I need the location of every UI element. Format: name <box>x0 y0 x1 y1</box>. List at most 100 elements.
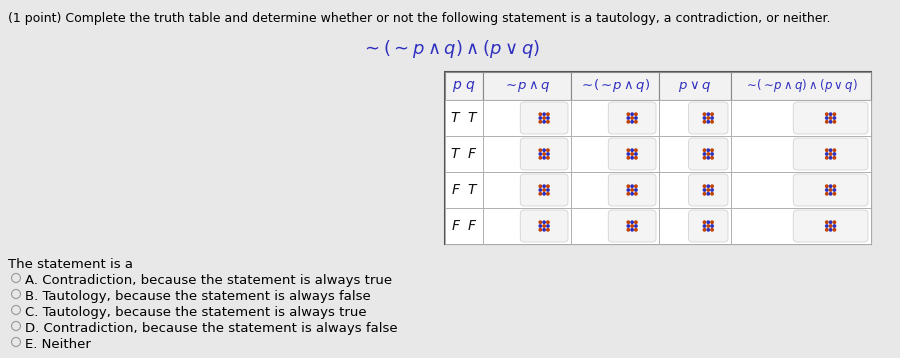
FancyBboxPatch shape <box>659 172 731 208</box>
Text: A. Contradiction, because the statement is always true: A. Contradiction, because the statement … <box>25 274 392 287</box>
Circle shape <box>543 156 545 159</box>
Circle shape <box>634 117 637 119</box>
Circle shape <box>627 189 629 191</box>
Circle shape <box>634 225 637 227</box>
FancyBboxPatch shape <box>608 174 656 206</box>
Circle shape <box>627 113 629 115</box>
Text: $\sim(\sim p \wedge q) \wedge (p \vee q)$: $\sim(\sim p \wedge q) \wedge (p \vee q)… <box>361 38 539 60</box>
Circle shape <box>543 193 545 195</box>
FancyBboxPatch shape <box>688 210 728 242</box>
Text: D. Contradiction, because the statement is always false: D. Contradiction, because the statement … <box>25 322 398 335</box>
Circle shape <box>627 117 629 119</box>
Circle shape <box>703 113 706 115</box>
Circle shape <box>707 221 709 223</box>
Circle shape <box>634 156 637 159</box>
FancyBboxPatch shape <box>520 174 568 206</box>
FancyBboxPatch shape <box>659 72 731 100</box>
Circle shape <box>631 221 634 223</box>
Circle shape <box>627 221 629 223</box>
Circle shape <box>830 113 832 115</box>
Circle shape <box>830 156 832 159</box>
Circle shape <box>707 229 709 231</box>
Circle shape <box>830 225 832 227</box>
Circle shape <box>627 229 629 231</box>
Circle shape <box>627 193 629 195</box>
FancyBboxPatch shape <box>659 100 731 136</box>
Text: The statement is a: The statement is a <box>8 258 133 271</box>
Text: $\mathit{T}$: $\mathit{T}$ <box>450 111 462 125</box>
Circle shape <box>543 189 545 191</box>
FancyBboxPatch shape <box>731 136 871 172</box>
FancyBboxPatch shape <box>483 172 571 208</box>
Circle shape <box>634 121 637 123</box>
Text: $p \vee q$: $p \vee q$ <box>679 78 712 93</box>
Circle shape <box>634 185 637 187</box>
Circle shape <box>539 113 542 115</box>
FancyBboxPatch shape <box>688 138 728 170</box>
Circle shape <box>707 113 709 115</box>
Circle shape <box>711 221 714 223</box>
Circle shape <box>707 185 709 187</box>
Circle shape <box>711 156 714 159</box>
Text: C. Tautology, because the statement is always true: C. Tautology, because the statement is a… <box>25 306 366 319</box>
Circle shape <box>703 193 706 195</box>
Circle shape <box>634 113 637 115</box>
FancyBboxPatch shape <box>483 208 571 244</box>
Circle shape <box>711 113 714 115</box>
Circle shape <box>634 221 637 223</box>
Circle shape <box>825 117 828 119</box>
Circle shape <box>711 153 714 155</box>
Circle shape <box>539 117 542 119</box>
Circle shape <box>634 149 637 151</box>
Circle shape <box>707 193 709 195</box>
Circle shape <box>703 221 706 223</box>
Circle shape <box>825 156 828 159</box>
Circle shape <box>711 149 714 151</box>
Circle shape <box>546 229 549 231</box>
Circle shape <box>825 149 828 151</box>
FancyBboxPatch shape <box>571 72 659 100</box>
Circle shape <box>631 193 634 195</box>
Circle shape <box>833 189 835 191</box>
Circle shape <box>711 229 714 231</box>
Circle shape <box>833 153 835 155</box>
Circle shape <box>539 153 542 155</box>
FancyBboxPatch shape <box>520 138 568 170</box>
Circle shape <box>546 193 549 195</box>
Circle shape <box>627 185 629 187</box>
Circle shape <box>546 117 549 119</box>
Circle shape <box>634 229 637 231</box>
Text: $\sim\!(\sim\!p \wedge q) \wedge (p \vee q)$: $\sim\!(\sim\!p \wedge q) \wedge (p \vee… <box>744 77 858 95</box>
Circle shape <box>833 121 835 123</box>
Circle shape <box>711 225 714 227</box>
Circle shape <box>539 221 542 223</box>
Circle shape <box>631 113 634 115</box>
Circle shape <box>546 185 549 187</box>
Circle shape <box>631 149 634 151</box>
Circle shape <box>631 153 634 155</box>
Circle shape <box>543 221 545 223</box>
Circle shape <box>833 185 835 187</box>
Circle shape <box>825 121 828 123</box>
Text: $\mathit{F}$: $\mathit{F}$ <box>467 219 477 233</box>
Circle shape <box>543 153 545 155</box>
Circle shape <box>627 156 629 159</box>
FancyBboxPatch shape <box>688 102 728 134</box>
Circle shape <box>546 225 549 227</box>
Text: B. Tautology, because the statement is always false: B. Tautology, because the statement is a… <box>25 290 371 303</box>
Circle shape <box>825 193 828 195</box>
Text: $\sim\!p \wedge q$: $\sim\!p \wedge q$ <box>503 78 551 93</box>
Text: (1 point) Complete the truth table and determine whether or not the following st: (1 point) Complete the truth table and d… <box>8 12 831 25</box>
Circle shape <box>543 117 545 119</box>
FancyBboxPatch shape <box>520 102 568 134</box>
Circle shape <box>631 225 634 227</box>
Circle shape <box>825 185 828 187</box>
Circle shape <box>711 121 714 123</box>
Circle shape <box>631 117 634 119</box>
Text: $\mathit{F}$: $\mathit{F}$ <box>467 147 477 161</box>
Circle shape <box>539 121 542 123</box>
Circle shape <box>830 121 832 123</box>
FancyBboxPatch shape <box>445 72 483 100</box>
Circle shape <box>546 113 549 115</box>
FancyBboxPatch shape <box>483 100 571 136</box>
